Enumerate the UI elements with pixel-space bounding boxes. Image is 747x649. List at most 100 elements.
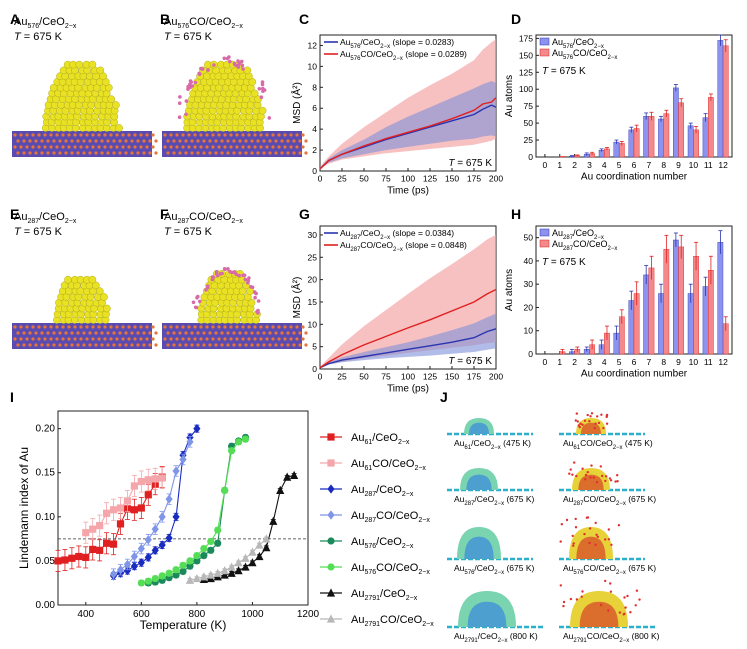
snapshot-label: Au61CO/CeO2−x (475 K) xyxy=(563,438,653,451)
support-atom xyxy=(73,325,77,329)
y-tick-label: 150 xyxy=(519,50,533,60)
x-tick-label: 9 xyxy=(676,357,681,367)
label-text: Au xyxy=(552,37,563,47)
data-point xyxy=(68,554,76,562)
bar xyxy=(722,45,729,158)
co-molecule xyxy=(635,589,639,592)
support-atom xyxy=(298,343,302,347)
support-atom xyxy=(163,325,167,329)
support-atom xyxy=(208,151,212,155)
co-molecule xyxy=(562,600,566,604)
confidence-band xyxy=(320,313,496,368)
co-molecule xyxy=(584,473,588,477)
support-atom xyxy=(115,325,119,329)
confidence-band xyxy=(320,81,496,169)
support-atom xyxy=(19,325,23,329)
support-atom xyxy=(52,343,56,347)
support-atom xyxy=(85,133,89,137)
support-atom xyxy=(127,145,131,149)
legend-label: Au576/CeO2−x xyxy=(351,536,414,550)
co-molecule xyxy=(243,277,248,282)
bar xyxy=(658,118,664,158)
label-text: CO/CeO xyxy=(573,239,608,249)
support-atom xyxy=(73,145,77,149)
co-molecule xyxy=(614,480,617,483)
co-molecule xyxy=(604,538,607,541)
bar xyxy=(663,113,670,158)
support-atom xyxy=(19,133,23,137)
co-molecule xyxy=(260,82,265,87)
support-atom xyxy=(238,343,242,347)
y-tick-label: 6 xyxy=(312,103,317,113)
subscript-text: 2−x xyxy=(616,570,626,576)
data-point xyxy=(193,424,201,434)
support-atom xyxy=(268,139,272,143)
gold-atom xyxy=(64,275,72,284)
support-atom xyxy=(259,145,263,149)
data-point xyxy=(96,546,104,554)
subscript-text: 2−x xyxy=(594,235,604,241)
x-tick-label: 1200 xyxy=(297,609,320,620)
support-atom xyxy=(145,337,149,341)
support-atom xyxy=(301,337,305,341)
label-text: /CeO xyxy=(573,228,594,238)
support-atom xyxy=(94,139,98,143)
series-line xyxy=(319,97,497,170)
support-atom xyxy=(301,325,305,329)
subscript-text: 61 xyxy=(364,465,372,472)
support-atom xyxy=(34,139,38,143)
y-tick-label: 50 xyxy=(524,118,534,128)
support-atom xyxy=(46,343,50,347)
x-tick-label: 4 xyxy=(602,357,607,367)
support-atom xyxy=(283,145,287,149)
support-atom xyxy=(118,151,122,155)
support-atom xyxy=(67,145,71,149)
subscript-text: 576 xyxy=(464,570,475,576)
co-molecule xyxy=(256,308,260,313)
panel-label-f: F xyxy=(160,206,169,222)
support-atom xyxy=(40,151,44,155)
co-molecule xyxy=(210,275,215,279)
cluster-core xyxy=(576,536,606,559)
structure-title: Au576CO/CeO2−x xyxy=(164,16,243,30)
data-point xyxy=(241,435,250,443)
data-point xyxy=(130,561,138,571)
support-atom xyxy=(79,145,83,149)
support-atom xyxy=(142,151,146,155)
support-atom xyxy=(178,343,182,347)
support-atom xyxy=(256,343,260,347)
x-tick-label: 0 xyxy=(318,174,323,184)
label-text: Au xyxy=(454,631,465,641)
x-tick-label: 11 xyxy=(704,160,713,170)
data-point xyxy=(179,454,187,465)
bar xyxy=(613,141,620,158)
data-point xyxy=(75,552,83,561)
support-atom xyxy=(70,139,74,143)
support-atom xyxy=(31,145,35,149)
support-atom xyxy=(67,325,71,329)
label-text: Au xyxy=(351,562,364,574)
data-point xyxy=(158,474,166,482)
support-atom xyxy=(181,337,185,341)
x-axis-label: Au coordination number xyxy=(581,172,688,183)
support-atom xyxy=(85,145,89,149)
subscript-text: 2−x xyxy=(422,621,434,628)
subscript-text: 2−x xyxy=(494,570,504,576)
support-atom xyxy=(136,151,140,155)
x-tick-label: 5 xyxy=(617,357,622,367)
support-atom xyxy=(37,133,41,137)
co-molecule xyxy=(586,413,589,417)
label-text: (675 K) xyxy=(504,563,534,573)
support-atom xyxy=(91,145,95,149)
data-point xyxy=(82,529,90,537)
data-point xyxy=(130,551,138,562)
cluster-core xyxy=(466,474,492,490)
y-tick-label: 0.10 xyxy=(36,512,56,523)
support-atom xyxy=(136,331,140,335)
label-text: Au xyxy=(351,510,364,522)
support-atom xyxy=(34,331,38,335)
label-text: Au xyxy=(14,211,27,223)
co-molecule xyxy=(254,291,258,296)
